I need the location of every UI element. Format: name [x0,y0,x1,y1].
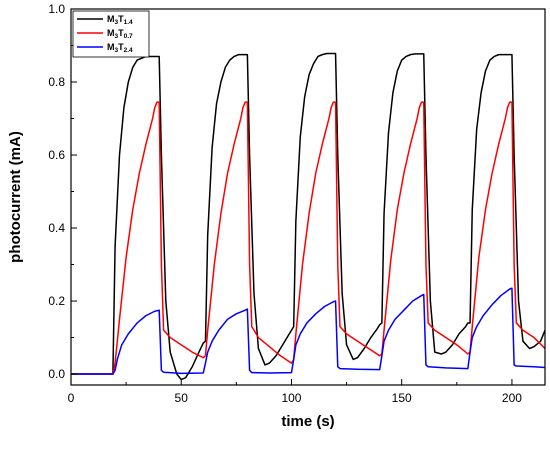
series-layer [71,52,546,381]
legend-label-2: M3T0.7 [107,28,133,40]
legend-text-part: T [118,28,124,38]
x-tick-label: 150 [392,391,412,405]
legend-subscript: 3 [115,33,119,40]
y-tick-label: 0.0 [48,367,65,381]
legend-text-part: M [107,14,115,24]
x-axis: 0 50 100 150 200 [68,379,522,405]
x-tick-label: 100 [281,391,301,405]
legend-text-part: T [118,14,124,24]
legend-subscript: 3 [115,47,119,54]
legend-subscript: 3 [115,19,119,26]
y-axis-title: photocurrent (mA) [7,131,24,263]
legend-subscript: 2.4 [124,47,133,54]
legend-subscript: 1.4 [124,19,133,26]
x-tick-label: 0 [68,391,75,405]
legend-text-part: M [107,42,115,52]
x-tick-label: 200 [502,391,522,405]
legend-text-part: T [118,42,124,52]
y-axis: 0.0 0.2 0.4 0.6 0.8 1.0 [48,2,77,381]
y-tick-label: 0.2 [48,294,65,308]
legend-subscript: 0.7 [124,33,133,40]
x-axis-title: time (s) [281,413,334,430]
series-line-1 [71,52,546,381]
y-tick-label: 0.4 [48,221,65,235]
legend-label-3: M3T2.4 [107,42,133,54]
legend-box [72,10,150,58]
y-tick-label: 1.0 [48,2,65,16]
series-line-2 [71,101,546,375]
y-tick-label: 0.8 [48,75,65,89]
legend-text-part: M [107,28,115,38]
legend-label-1: M3T1.4 [107,14,133,26]
x-tick-label: 50 [175,391,189,405]
y-tick-label: 0.6 [48,148,65,162]
plot-frame [70,8,546,386]
series-line-3 [71,287,546,375]
